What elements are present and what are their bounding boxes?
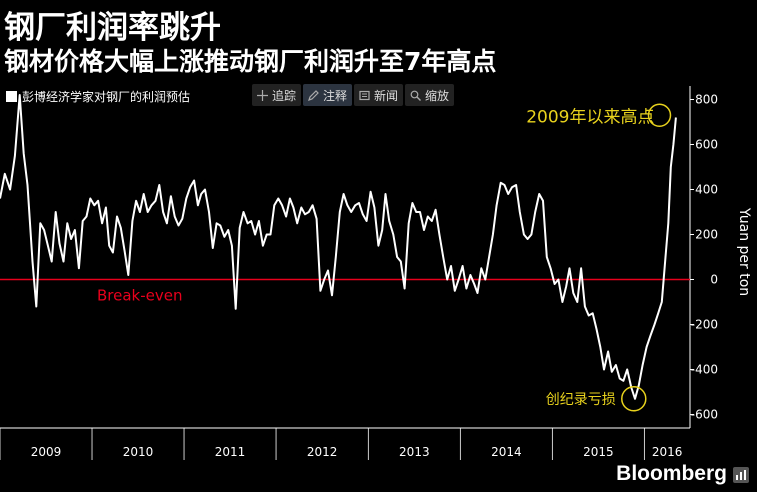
chart-subtitle: 钢材价格大幅上涨推动钢厂利润升至7年高点	[4, 47, 497, 76]
annotate-button[interactable]: 注释	[303, 84, 353, 106]
pencil-icon	[308, 89, 319, 101]
x-tick-label: 2014	[491, 445, 522, 459]
news-button[interactable]: 新闻	[354, 84, 404, 106]
x-tick-label: 2013	[399, 445, 430, 459]
legend-label: 彭博经济学家对钢厂的利润预估	[22, 89, 191, 104]
legend: 彭博经济学家对钢厂的利润预估	[6, 87, 190, 105]
legend-swatch	[6, 90, 17, 102]
y-tick-label: 600	[695, 138, 718, 152]
annotation-circle-high	[647, 103, 672, 127]
annotation-label-high: 2009年以来高点	[526, 107, 654, 127]
y-tick-label: -600	[691, 408, 718, 422]
x-tick-label: 2009	[31, 445, 62, 459]
zoom-icon	[410, 90, 422, 101]
annotate-button-label: 注释	[323, 88, 348, 103]
y-tick-label: -400	[691, 363, 718, 377]
x-tick-label: 2016	[652, 445, 683, 459]
annotation-label-loss: 创纪录亏损	[546, 392, 616, 408]
y-tick-label: 0	[710, 273, 718, 287]
crosshair-icon	[257, 89, 268, 101]
y-axis-label: Yuan per ton	[736, 207, 752, 296]
series-line-steel-profit	[0, 94, 677, 400]
x-tick-label: 2012	[307, 445, 338, 459]
chart-toolbar: 追踪 注释 新闻 缩放	[252, 84, 456, 106]
y-tick-label: -200	[691, 318, 718, 332]
y-tick-label: 400	[695, 183, 718, 197]
bloomberg-logo: Bloomberg	[616, 462, 727, 485]
news-button-label: 新闻	[374, 88, 399, 103]
y-tick-label: 200	[695, 228, 718, 242]
track-button-label: 追踪	[272, 88, 297, 103]
x-tick-label: 2015	[583, 445, 614, 459]
zoom-button-label: 缩放	[425, 88, 450, 103]
zoom-button[interactable]: 缩放	[405, 84, 455, 106]
annotation-circle-loss	[621, 386, 647, 412]
x-axis: 2009 2010 2011 2012 2013 2014 2015 2016	[0, 427, 690, 460]
x-tick-label: 2010	[123, 445, 154, 459]
track-button[interactable]: 追踪	[252, 84, 302, 106]
y-axis: -600 -400 -200 0 200 400 600 800	[689, 86, 718, 428]
bar-chart-icon	[733, 467, 749, 483]
y-tick-label: 800	[695, 93, 718, 107]
x-tick-label: 2011	[215, 445, 246, 459]
news-icon	[359, 90, 370, 100]
break-even-label: Break-even	[97, 287, 183, 305]
chart-title: 钢厂利润率跳升	[4, 10, 221, 46]
